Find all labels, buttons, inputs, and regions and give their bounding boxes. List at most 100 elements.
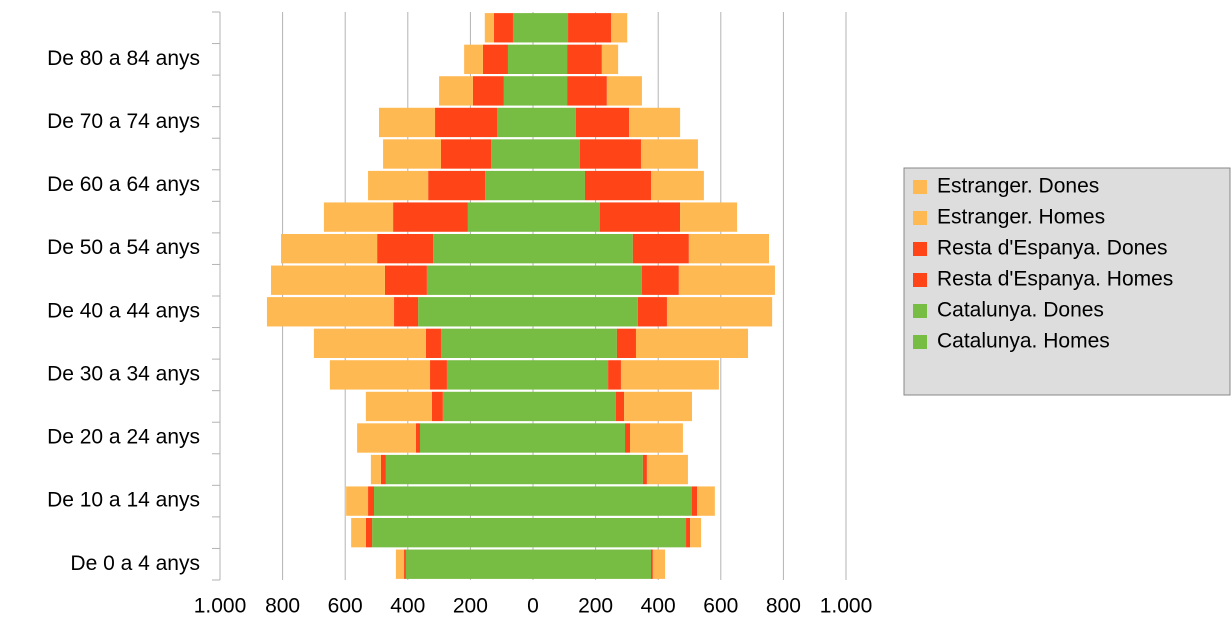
- bar: [420, 423, 533, 453]
- bar: [651, 549, 653, 579]
- y-tick-label: De 30 a 34 anys: [47, 362, 200, 385]
- bar: [439, 76, 473, 106]
- legend-swatch: [913, 211, 927, 225]
- bar: [652, 549, 666, 579]
- x-tick-label: 400: [390, 595, 425, 618]
- bar: [394, 297, 419, 327]
- legend-swatch: [913, 304, 927, 318]
- x-tick-label: 0: [527, 595, 539, 618]
- bar: [533, 297, 638, 327]
- legend-box: [903, 167, 1231, 396]
- bar: [533, 265, 642, 295]
- bar: [611, 13, 628, 43]
- bar: [472, 76, 504, 106]
- bar: [384, 265, 427, 295]
- bar: [678, 265, 775, 295]
- x-tick-label: 200: [578, 595, 613, 618]
- bar: [632, 233, 689, 264]
- bar: [533, 360, 609, 390]
- bar: [615, 391, 625, 422]
- y-tick-label: De 60 a 64 anys: [47, 173, 200, 196]
- bar: [692, 486, 698, 516]
- bar: [686, 517, 691, 548]
- bar: [428, 170, 486, 201]
- y-tick-label: De 50 a 54 anys: [47, 236, 200, 259]
- y-tick-label: De 0 a 4 anys: [70, 552, 200, 575]
- bar: [418, 297, 533, 327]
- bar: [629, 107, 681, 138]
- bar: [575, 107, 630, 138]
- y-tick-label: De 20 a 24 anys: [47, 426, 200, 449]
- x-tick-label: 600: [328, 595, 363, 618]
- bar: [533, 202, 600, 232]
- legend-label: Resta d'Espanya. Dones: [937, 237, 1167, 260]
- bar: [680, 202, 738, 232]
- bar: [579, 139, 641, 169]
- bar: [383, 139, 441, 169]
- bar: [642, 454, 647, 485]
- bar: [393, 202, 468, 232]
- bar: [497, 107, 533, 138]
- bar: [351, 517, 366, 548]
- bar: [533, 549, 652, 579]
- bar: [606, 76, 642, 106]
- bar: [440, 139, 492, 169]
- bar: [637, 297, 667, 327]
- bar: [625, 423, 631, 453]
- bar: [313, 328, 426, 359]
- bar: [616, 328, 636, 359]
- x-tick-label: 800: [766, 595, 801, 618]
- bar: [370, 454, 381, 485]
- bar: [435, 107, 498, 138]
- bar: [533, 328, 617, 359]
- bar: [431, 391, 443, 422]
- bar: [697, 486, 715, 516]
- bar: [395, 549, 405, 579]
- bar: [503, 76, 533, 106]
- legend-label: Estranger. Dones: [937, 175, 1099, 198]
- bar: [493, 13, 513, 43]
- bar: [440, 328, 533, 359]
- bar: [533, 233, 633, 264]
- bar: [373, 486, 533, 516]
- bar: [533, 486, 693, 516]
- legend-swatch: [913, 335, 927, 349]
- bar: [446, 360, 533, 390]
- bar: [266, 297, 395, 327]
- bar: [377, 233, 434, 264]
- bar: [533, 517, 687, 548]
- legend-label: Catalunya. Dones: [937, 299, 1104, 322]
- bar: [365, 517, 373, 548]
- x-tick-label: 1.000: [194, 595, 247, 618]
- legend-swatch: [913, 180, 927, 194]
- bar: [380, 454, 386, 485]
- y-tick-label: De 10 a 14 anys: [47, 489, 200, 512]
- bar: [568, 13, 612, 43]
- bar: [491, 139, 533, 169]
- bar: [379, 107, 436, 138]
- x-tick-label: 600: [703, 595, 738, 618]
- bar: [507, 44, 533, 75]
- bar: [442, 391, 533, 422]
- x-tick-label: 200: [453, 595, 488, 618]
- bar: [405, 549, 533, 579]
- bar: [329, 360, 431, 390]
- bar: [512, 13, 533, 43]
- bar: [385, 454, 533, 485]
- y-tick-label: De 70 a 74 anys: [47, 110, 200, 133]
- bar: [533, 423, 626, 453]
- bar: [584, 170, 652, 201]
- bar: [281, 233, 378, 264]
- bar: [651, 170, 704, 201]
- bar: [464, 44, 483, 75]
- bar: [567, 76, 607, 106]
- bar: [323, 202, 394, 232]
- bar: [404, 549, 406, 579]
- bar: [567, 44, 602, 75]
- bar: [271, 265, 385, 295]
- bar: [640, 139, 698, 169]
- bar: [688, 233, 770, 264]
- bar: [357, 423, 416, 453]
- bar: [533, 107, 576, 138]
